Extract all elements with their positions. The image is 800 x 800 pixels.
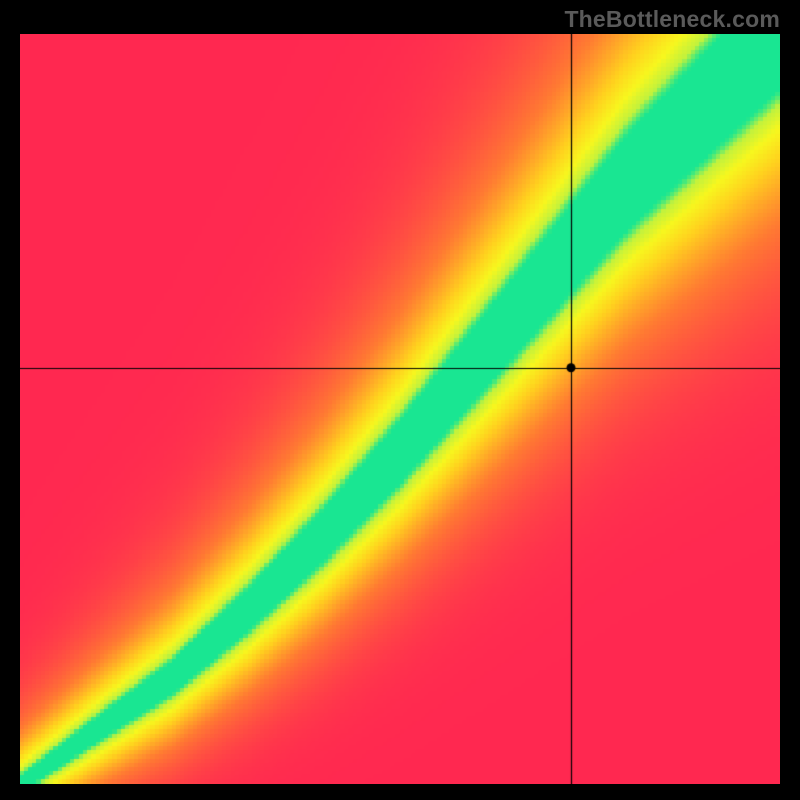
watermark-text: TheBottleneck.com	[564, 6, 780, 33]
heatmap-canvas	[20, 34, 780, 784]
bottleneck-heatmap	[20, 34, 780, 784]
